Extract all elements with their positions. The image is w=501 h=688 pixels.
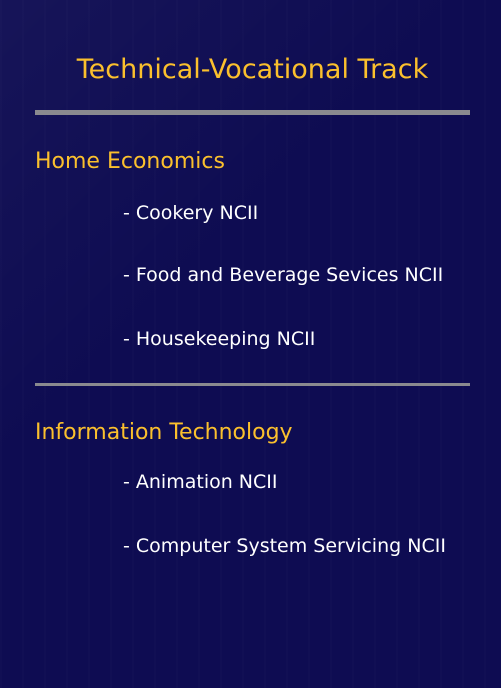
title-divider xyxy=(35,110,470,115)
track-title: Technical-Vocational Track xyxy=(76,54,429,85)
course-item-food-beverage: - Food and Beverage Sevices NCII xyxy=(123,264,444,286)
section-heading-home-economics: Home Economics xyxy=(35,149,225,174)
course-item-housekeeping: - Housekeeping NCII xyxy=(123,328,316,350)
course-item-cookery: - Cookery NCII xyxy=(123,202,259,224)
course-item-computer-system-servicing: - Computer System Servicing NCII xyxy=(123,535,446,557)
section-divider xyxy=(35,383,470,386)
course-item-animation: - Animation NCII xyxy=(123,471,278,493)
section-heading-information-technology: Information Technology xyxy=(35,420,293,445)
